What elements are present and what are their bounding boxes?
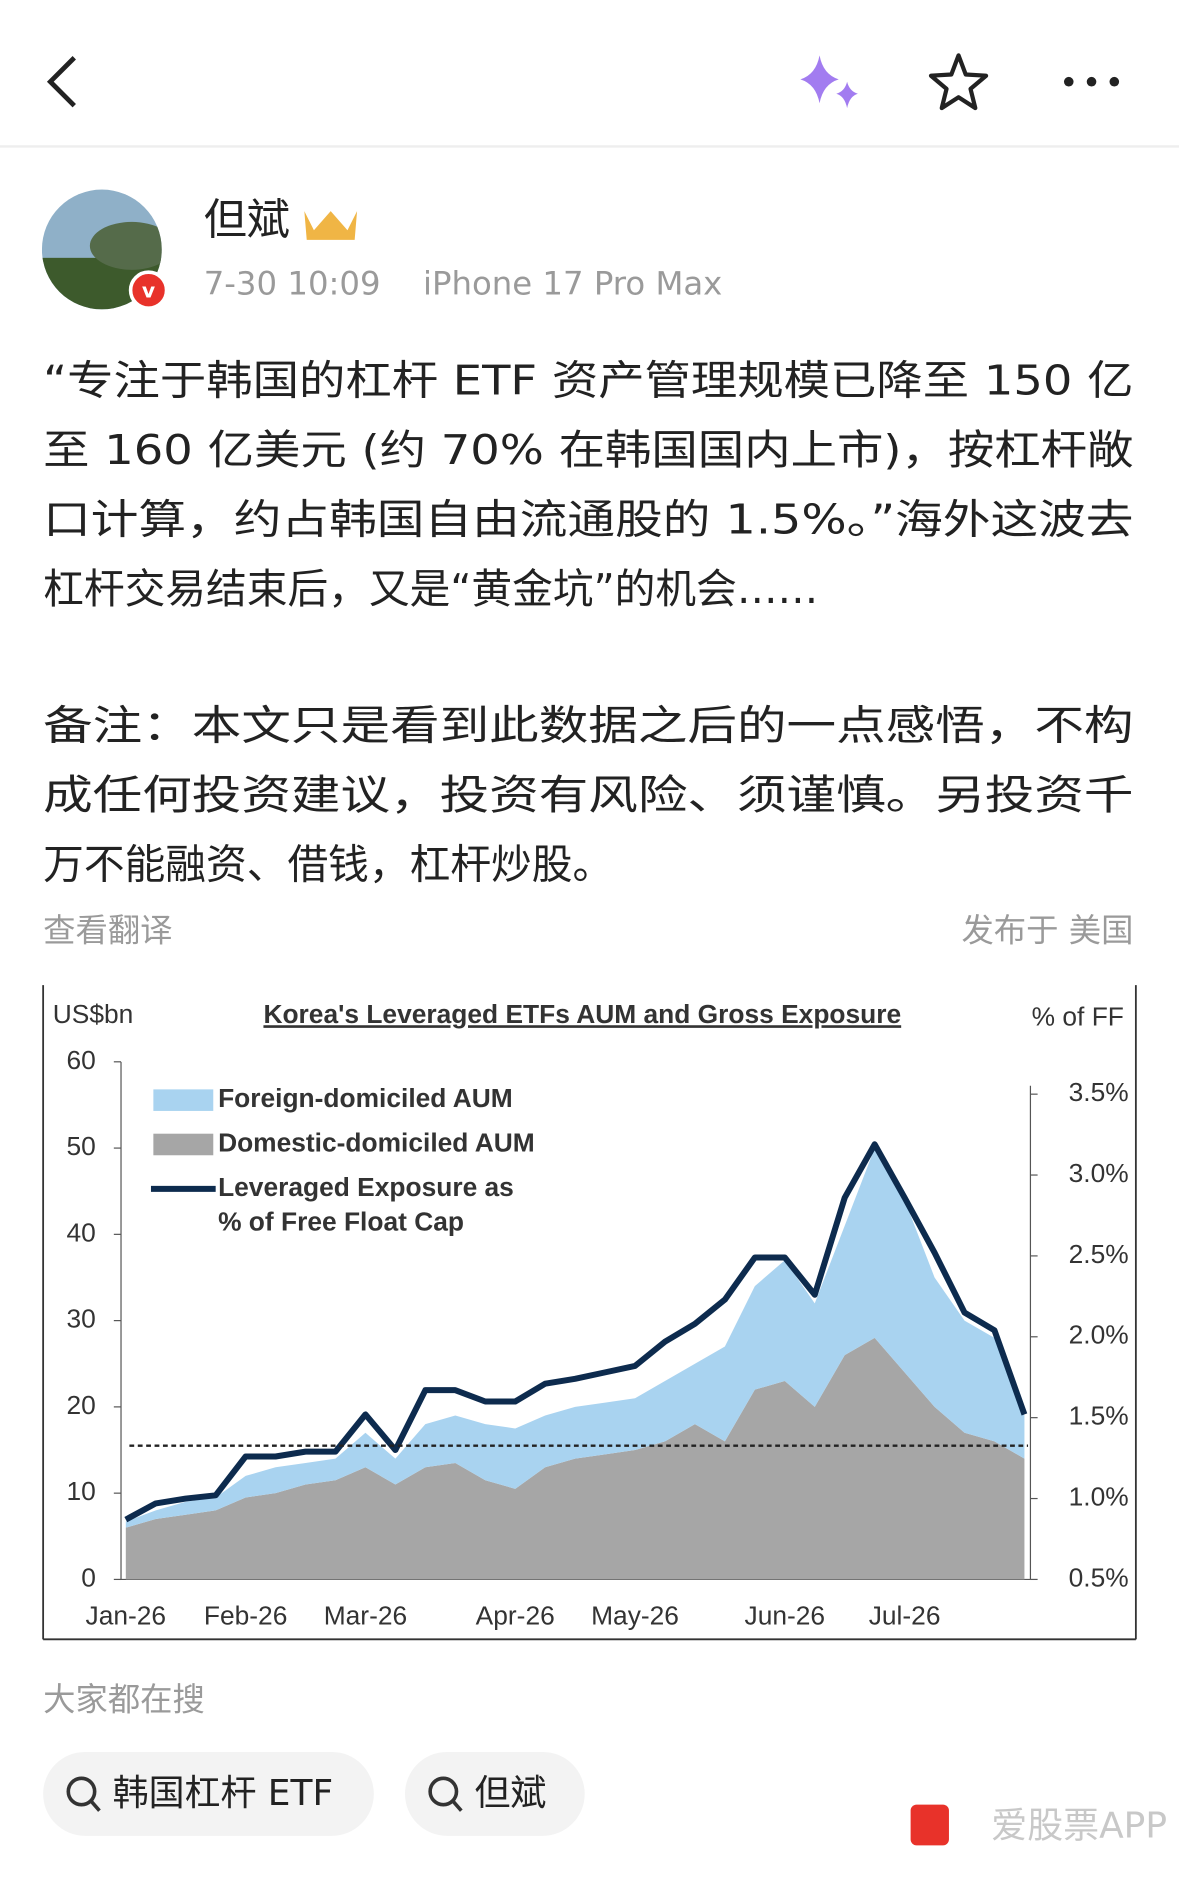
x-tick-label: Jul-26: [869, 1601, 941, 1631]
area: [125, 1337, 1025, 1580]
legend-label: Leveraged Exposure as% of Free Float Cap: [218, 1172, 514, 1237]
y2-tick-label: 3.0%: [1069, 1158, 1129, 1188]
y-tick-label: 10: [67, 1476, 96, 1506]
y2-tick-label: 1.5%: [1069, 1401, 1129, 1431]
post-text-line: 口计算，约占韩国自由流通股的 1.5%。”海外这波去: [43, 496, 1133, 544]
legend-swatch: [153, 1133, 214, 1156]
verified-badge-text: v: [142, 278, 155, 302]
post-text-line: 成任何投资建议，投资有风险、须谨慎。另投资千: [43, 771, 1133, 819]
x-tick-label: Jan-26: [86, 1601, 167, 1631]
favorite-button[interactable]: [928, 53, 989, 111]
vip-icon: [304, 211, 358, 240]
chart-title: Korea's Leveraged ETFs AUM and Gross Exp…: [263, 999, 901, 1029]
search-chip[interactable]: 但斌: [404, 1751, 585, 1836]
area: [125, 1148, 1025, 1528]
post-text-line: 万不能融资、借钱，杠杆炒股。: [43, 841, 613, 889]
x-tick-label: Feb-26: [204, 1601, 287, 1631]
search-chip[interactable]: 韩国杠杆 ETF: [43, 1751, 374, 1836]
post-text-line: 至 160 亿美元 (约 70% 在韩国国内上市)，按杠杆敞: [43, 426, 1133, 474]
chip-label: 但斌: [474, 1773, 546, 1814]
y2-tick-label: 2.5%: [1069, 1239, 1129, 1269]
y-tick-label: 30: [67, 1304, 96, 1334]
watermark: 爱股票APP: [991, 1805, 1167, 1846]
post-text-line: 备注：本文只是看到此数据之后的一点感悟，不构: [43, 702, 1133, 750]
search-icon: [451, 1799, 463, 1812]
author-name[interactable]: 但斌: [204, 196, 290, 246]
chip-label: 韩国杠杆 ETF: [113, 1773, 334, 1814]
post-location: 发布于 美国: [961, 911, 1133, 949]
search-icon: [428, 1776, 459, 1807]
more-button[interactable]: [1063, 76, 1120, 87]
search-icon: [66, 1776, 97, 1807]
post-device: iPhone 17 Pro Max: [423, 264, 722, 302]
y-tick-label: 50: [67, 1131, 96, 1161]
chip-background: [43, 1751, 374, 1836]
legend-label: Foreign-domiciled AUM: [218, 1083, 513, 1113]
y2-tick-label: 1.0%: [1069, 1481, 1129, 1511]
y2-axis-label: % of FF: [1032, 1002, 1124, 1032]
y-axis-label: US$bn: [53, 999, 134, 1029]
legend-swatch: [153, 1089, 214, 1111]
translate-link[interactable]: 查看翻译: [43, 911, 172, 949]
search-icon: [89, 1799, 101, 1812]
y-tick-label: 20: [67, 1390, 96, 1420]
search-title: 大家都在搜: [43, 1681, 205, 1719]
y2-tick-label: 2.0%: [1069, 1320, 1129, 1350]
back-button[interactable]: [46, 56, 76, 108]
verified-badge: [128, 270, 169, 310]
y-tick-label: 60: [67, 1045, 96, 1075]
post-text-line: “专注于韩国的杠杆 ETF 资产管理规模已降至 150 亿: [43, 357, 1133, 405]
y2-tick-label: 0.5%: [1069, 1562, 1129, 1592]
x-tick-label: Mar-26: [324, 1601, 407, 1631]
watermark-logo: [910, 1804, 949, 1846]
y-tick-label: 40: [67, 1217, 96, 1247]
y2-tick-label: 3.5%: [1069, 1077, 1129, 1107]
y-tick-label: 0: [81, 1562, 96, 1592]
chip-background: [404, 1751, 585, 1836]
x-tick-label: Apr-26: [476, 1601, 555, 1631]
ai-button[interactable]: [800, 55, 858, 109]
legend-label: Domestic-domiciled AUM: [218, 1127, 535, 1157]
post-text-line: 杠杆交易结束后，又是“黄金坑”的机会……: [43, 565, 818, 613]
x-tick-label: May-26: [591, 1601, 679, 1631]
x-tick-label: Jun-26: [745, 1601, 826, 1631]
line: [124, 1141, 1028, 1523]
post-time: 7-30 10:09: [204, 264, 381, 302]
